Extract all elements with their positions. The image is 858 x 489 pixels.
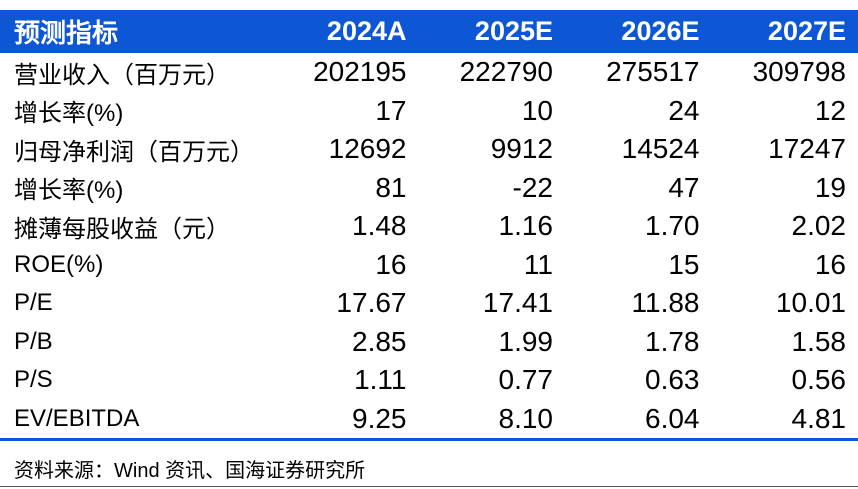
table-row-ps: P/S 1.11 0.77 0.63 0.56: [0, 361, 858, 400]
cell-value: 9912: [490, 133, 553, 165]
row-label: 增长率(%): [14, 100, 124, 128]
table-row-pe: P/E 17.67 17.41 11.88 10.01: [0, 284, 858, 323]
cell-value: 222790: [459, 56, 553, 88]
row-label: 摊薄每股收益（元）: [14, 215, 230, 243]
cell-value: 1.48: [352, 210, 407, 242]
header-col-2025e: 2025E: [474, 16, 553, 46]
cell-value: 0.56: [791, 364, 847, 396]
cell-value: 1.70: [645, 210, 700, 242]
table-row-revenue-growth: 增长率(%) 17 10 24 12: [0, 92, 858, 131]
header-col-2024a: 2024A: [326, 16, 407, 46]
row-label: EV/EBITDA: [14, 404, 140, 432]
cell-value: 202195: [313, 56, 407, 88]
cell-value: 15: [668, 248, 700, 280]
cell-value: 1.99: [498, 325, 554, 357]
cell-value: 0.77: [498, 364, 554, 396]
cell-value: 12: [814, 94, 846, 126]
cell-value: 1.11: [354, 364, 407, 396]
cell-value: 14524: [621, 133, 700, 165]
table-row-roe: ROE(%) 16 11 15 16: [0, 246, 858, 285]
table-bottom-divider: [0, 438, 858, 441]
table-row-diluted-eps: 摊薄每股收益（元） 1.48 1.16 1.70 2.02: [0, 207, 858, 246]
row-label: 归母净利润（百万元）: [14, 138, 254, 166]
cell-value: 16: [375, 248, 407, 280]
row-label: P/S: [14, 366, 53, 394]
cell-value: 24: [668, 94, 700, 126]
cell-value: 1.78: [645, 325, 700, 357]
cell-value: 10: [521, 94, 553, 126]
row-label: P/E: [14, 289, 53, 317]
row-label: P/B: [14, 327, 53, 355]
table-header-row: 预测指标 2024A 2025E 2026E 2027E: [0, 10, 858, 53]
cell-value: 1.16: [498, 210, 554, 242]
cell-value: 10.01: [775, 287, 846, 319]
cell-value: 6.04: [645, 402, 700, 434]
cell-value: 17247: [768, 133, 846, 165]
cell-value: 17.67: [336, 287, 407, 319]
data-source-note: 资料来源：Wind 资讯、国海证券研究所: [14, 460, 366, 482]
cell-value: 0.63: [645, 364, 700, 396]
cell-value: 16: [814, 248, 846, 280]
header-metric-label: 预测指标: [14, 18, 119, 48]
page-bottom-rule: [0, 486, 858, 487]
header-col-2027e: 2027E: [767, 16, 846, 46]
cell-value: 12692: [328, 133, 407, 165]
cell-value: 9.25: [352, 402, 407, 434]
table-row-ev-ebitda: EV/EBITDA 9.25 8.10 6.04 4.81: [0, 400, 858, 439]
row-label: 增长率(%): [14, 177, 124, 205]
row-label: ROE(%): [14, 250, 104, 278]
cell-value: 2.02: [791, 210, 847, 242]
cell-value: 8.10: [498, 402, 554, 434]
cell-value: 11: [523, 248, 553, 280]
table-row-net-profit: 归母净利润（百万元） 12692 9912 14524 17247: [0, 130, 858, 169]
header-col-2026e: 2026E: [621, 16, 700, 46]
cell-value: 19: [814, 171, 846, 203]
cell-value: 275517: [606, 56, 700, 88]
cell-value: 1.58: [791, 325, 847, 357]
cell-value: 17.41: [482, 287, 553, 319]
cell-value: 4.81: [791, 402, 847, 434]
table-row-pb: P/B 2.85 1.99 1.78 1.58: [0, 323, 858, 362]
table-row-net-profit-growth: 增长率(%) 81 -22 47 19: [0, 169, 858, 208]
cell-value: 81: [375, 171, 407, 203]
forecast-table: 预测指标 2024A 2025E 2026E 2027E 营业收入（百万元） 2…: [0, 10, 858, 439]
cell-value: 309798: [752, 56, 846, 88]
cell-value: 11.88: [631, 287, 700, 319]
table-row-revenue: 营业收入（百万元） 202195 222790 275517 309798: [0, 53, 858, 92]
cell-value: -22: [512, 171, 553, 203]
row-label: 营业收入（百万元）: [14, 61, 230, 89]
cell-value: 2.85: [352, 325, 407, 357]
cell-value: 17: [375, 94, 407, 126]
cell-value: 47: [668, 171, 700, 203]
